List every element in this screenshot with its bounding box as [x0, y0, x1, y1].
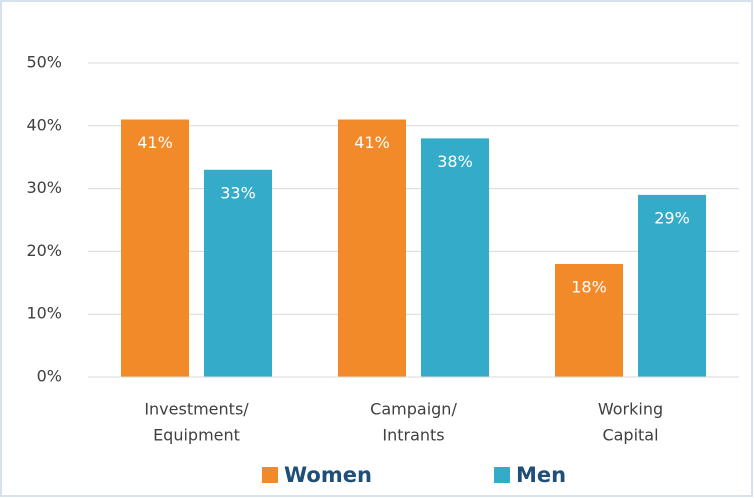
y-tick-label: 30% — [26, 178, 62, 197]
y-tick-label: 20% — [26, 241, 62, 260]
data-label: 33% — [220, 183, 256, 202]
bar — [204, 169, 272, 377]
legend-label: Men — [516, 463, 566, 487]
data-label: 29% — [654, 208, 690, 227]
legend-swatch — [262, 467, 278, 483]
y-tick-label: 50% — [26, 53, 62, 72]
x-tick-label: Intrants — [382, 426, 444, 445]
y-tick-label: 10% — [26, 304, 62, 323]
x-tick-label: Working — [598, 400, 663, 419]
bar — [338, 119, 406, 378]
legend-label: Women — [284, 463, 372, 487]
bar — [121, 119, 189, 378]
x-tick-label: Capital — [602, 426, 658, 445]
bar — [421, 138, 489, 377]
y-tick-label: 40% — [26, 115, 62, 134]
y-tick-label: 0% — [37, 367, 62, 386]
data-label: 38% — [437, 152, 473, 171]
data-label: 41% — [354, 133, 390, 152]
data-label: 18% — [571, 277, 607, 296]
bar — [638, 194, 706, 377]
x-tick-label: Campaign/ — [370, 400, 457, 419]
bar — [555, 263, 623, 377]
legend-swatch — [494, 467, 510, 483]
data-label: 41% — [137, 133, 173, 152]
x-tick-label: Investments/ — [144, 400, 249, 419]
x-tick-label: Equipment — [153, 426, 240, 445]
